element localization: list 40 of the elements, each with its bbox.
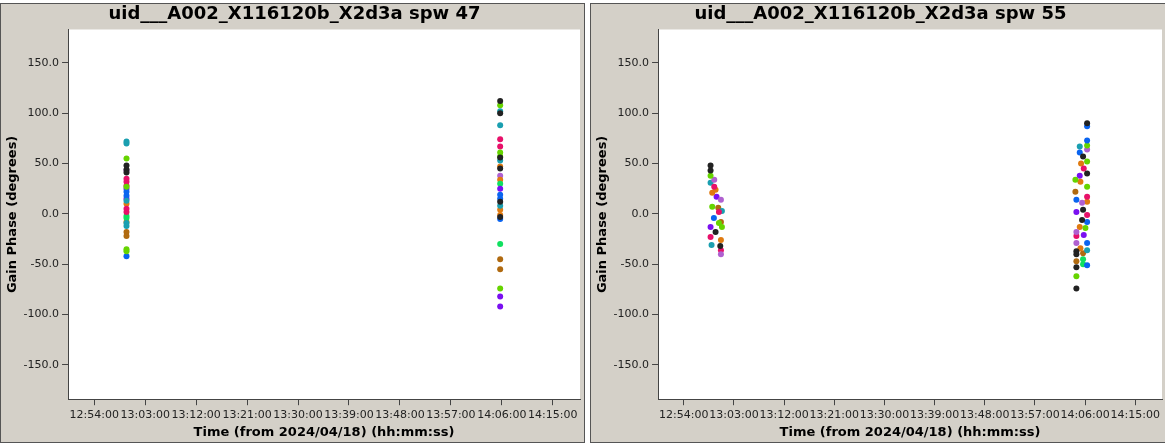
y-tick-label: -150.0 xyxy=(23,357,60,371)
x-tick-label: 13:12:00 xyxy=(171,407,221,421)
x-tick-label: 13:30:00 xyxy=(859,407,910,421)
y-tick-label: 100.0 xyxy=(617,106,650,120)
x-tick-label: 13:03:00 xyxy=(120,407,170,421)
x-tick-label: 13:48:00 xyxy=(960,407,1010,421)
y-tick-label: 0.0 xyxy=(631,206,650,220)
y-tick-label: -100.0 xyxy=(613,307,650,321)
chart-title: uid___A002_X116120b_X2d3a spw 55 xyxy=(694,2,1067,24)
y-tick-label: 50.0 xyxy=(624,156,650,170)
x-tick-label: 13:48:00 xyxy=(375,407,425,421)
y-tick-label: -50.0 xyxy=(620,257,650,271)
x-tick-label: 14:15:00 xyxy=(528,407,578,421)
y-tick-label: 100.0 xyxy=(27,106,60,120)
x-tick-label: 14:06:00 xyxy=(477,407,527,421)
y-tick-label: 0.0 xyxy=(41,206,60,220)
y-axis-title: Gain Phase (degrees) xyxy=(4,135,20,294)
y-tick-label: 50.0 xyxy=(34,156,60,170)
y-tick-label: -150.0 xyxy=(613,357,650,371)
x-tick-label: 14:06:00 xyxy=(1060,407,1110,421)
y-tick-label: -50.0 xyxy=(30,257,60,271)
x-tick-label: 12:54:00 xyxy=(69,407,119,421)
x-tick-label: 14:15:00 xyxy=(1110,407,1160,421)
x-tick-label: 13:39:00 xyxy=(324,407,374,421)
chart-title: uid___A002_X116120b_X2d3a spw 47 xyxy=(108,2,481,24)
x-tick-label: 13:57:00 xyxy=(1010,407,1060,421)
x-tick-label: 13:57:00 xyxy=(426,407,476,421)
x-tick-label: 13:21:00 xyxy=(809,407,859,421)
y-tick-label: -100.0 xyxy=(23,307,60,321)
x-tick-label: 13:12:00 xyxy=(759,407,809,421)
x-tick-label: 12:54:00 xyxy=(659,407,709,421)
x-tick-label: 13:03:00 xyxy=(709,407,759,421)
x-tick-label: 13:39:00 xyxy=(909,407,960,421)
x-axis-title: Time (from 2024/04/18) (hh:mm:ss) xyxy=(193,423,455,439)
y-axis-title: Gain Phase (degrees) xyxy=(594,135,610,294)
y-tick-label: 150.0 xyxy=(27,55,60,69)
x-axis-title: Time (from 2024/04/18) (hh:mm:ss) xyxy=(779,423,1041,439)
x-tick-label: 13:30:00 xyxy=(273,407,323,421)
y-tick-label: 150.0 xyxy=(617,55,650,69)
x-tick-label: 13:21:00 xyxy=(222,407,272,421)
